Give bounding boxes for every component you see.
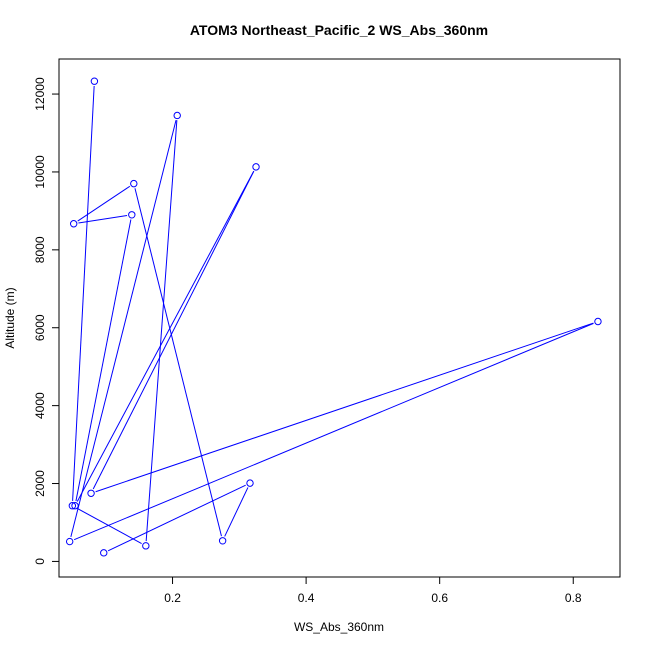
y-tick-label: 4000 bbox=[33, 392, 47, 419]
series-segment bbox=[76, 170, 255, 502]
series-segment bbox=[77, 185, 131, 222]
data-point bbox=[594, 317, 602, 326]
chart-title: ATOM3 Northeast_Pacific_2 WS_Abs_360nm bbox=[190, 22, 488, 38]
data-point bbox=[252, 163, 260, 171]
y-tick-label: 2000 bbox=[33, 470, 47, 497]
data-point bbox=[68, 502, 77, 510]
series-segment bbox=[72, 85, 95, 501]
x-axis-label: WS_Abs_360nm bbox=[294, 620, 384, 634]
series-segment bbox=[73, 322, 594, 541]
x-tick-label: 0.2 bbox=[164, 591, 181, 605]
y-tick-label: 8000 bbox=[33, 236, 47, 263]
data-point bbox=[218, 537, 227, 545]
x-tick-label: 0.8 bbox=[565, 591, 582, 605]
y-axis: 0 2000 4000 6000 8000 10000 12000 bbox=[33, 77, 60, 565]
x-axis: 0.2 0.4 0.6 0.8 bbox=[164, 576, 582, 605]
data-point bbox=[246, 479, 254, 487]
x-tick-label: 0.6 bbox=[431, 591, 448, 605]
y-axis-label: Altitude (m) bbox=[3, 287, 17, 348]
series-segment bbox=[95, 322, 594, 493]
data-point bbox=[142, 542, 150, 550]
series-segment bbox=[78, 215, 128, 224]
series-segment bbox=[70, 120, 177, 538]
y-tick-label: 0 bbox=[33, 558, 47, 565]
data-point bbox=[65, 537, 74, 546]
data-point bbox=[71, 502, 79, 510]
y-tick-label: 12000 bbox=[33, 77, 47, 111]
data-series bbox=[65, 77, 602, 557]
series-segment bbox=[145, 120, 178, 542]
data-point bbox=[90, 77, 99, 85]
data-point bbox=[128, 211, 136, 219]
series-segment bbox=[76, 507, 142, 544]
data-point bbox=[87, 489, 95, 497]
series-segment bbox=[92, 170, 255, 490]
data-point bbox=[130, 179, 138, 188]
y-tick-label: 6000 bbox=[33, 314, 47, 341]
series-segment bbox=[134, 188, 222, 537]
data-point bbox=[69, 220, 78, 228]
data-point bbox=[100, 549, 108, 557]
x-tick-label: 0.4 bbox=[298, 591, 315, 605]
series-segment bbox=[224, 487, 249, 537]
series-segment bbox=[107, 484, 246, 552]
data-point bbox=[173, 111, 181, 120]
series-segment bbox=[75, 219, 132, 502]
y-tick-label: 10000 bbox=[33, 155, 47, 189]
